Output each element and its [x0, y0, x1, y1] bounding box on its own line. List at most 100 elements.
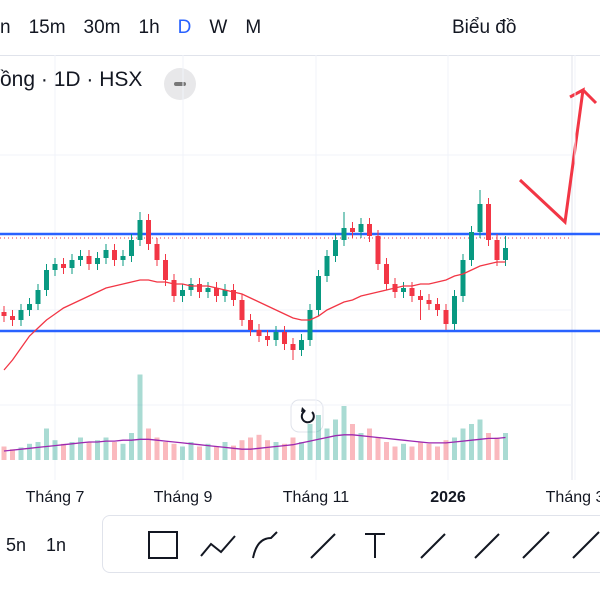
volume-bar: [197, 446, 202, 460]
candle-body: [443, 310, 449, 324]
volume-bar: [494, 437, 500, 460]
candle-body: [214, 288, 219, 296]
candle-body: [299, 340, 304, 350]
interval-button[interactable]: M: [245, 16, 262, 38]
volume-bar: [120, 443, 126, 460]
volume-bar: [1, 446, 7, 460]
volume-bar: [163, 442, 168, 460]
candle-body: [384, 264, 389, 284]
time-label: Tháng 11: [283, 489, 350, 506]
volume-bar: [44, 428, 49, 460]
volume-bar: [452, 437, 457, 460]
time-label: Tháng 9: [154, 489, 213, 506]
volume-bar: [52, 440, 58, 460]
text-tool[interactable]: [365, 533, 385, 558]
candle-body: [350, 228, 355, 232]
candle-body: [103, 250, 109, 258]
bottom-bar: 5n 1n: [0, 515, 600, 573]
volume-bar: [460, 428, 466, 460]
brush-tool[interactable]: [252, 531, 278, 559]
candle-body: [10, 316, 15, 320]
candle-body: [188, 284, 194, 290]
volume-bar: [222, 442, 228, 460]
interval-button[interactable]: W: [209, 16, 228, 38]
interval-button[interactable]: 30m: [83, 16, 121, 38]
candle-body: [137, 220, 143, 240]
volume-bar: [180, 446, 185, 460]
info-line-tool[interactable]: [572, 531, 600, 559]
volume-bar: [69, 442, 75, 460]
volume-bar: [341, 406, 347, 460]
volume-bar: [333, 419, 338, 460]
interval-button[interactable]: D: [177, 16, 192, 38]
volume-bar: [324, 428, 330, 460]
candle-body: [44, 270, 49, 290]
candle-body: [27, 304, 32, 310]
volume-bar: [299, 442, 304, 460]
candle-body: [129, 240, 134, 256]
candle-body: [265, 336, 270, 340]
arrow-tool[interactable]: [310, 533, 336, 559]
candle-body: [18, 310, 24, 320]
candle-body: [1, 312, 7, 316]
candle-body: [307, 310, 313, 340]
volume-bar: [307, 424, 313, 460]
volume-bar: [503, 433, 508, 460]
range-button[interactable]: 5n: [6, 535, 27, 555]
candle-body: [35, 290, 41, 304]
tool-icons: [148, 531, 600, 559]
volume-bar: [273, 442, 279, 460]
symbol-title: ồng · 1D · HSX: [0, 68, 143, 91]
ray-tool[interactable]: [420, 533, 446, 559]
collapse-button[interactable]: [164, 68, 196, 100]
volume-bar: [384, 442, 389, 460]
volume-bar: [418, 442, 423, 460]
candle-body: [61, 264, 66, 268]
trend-line-tool[interactable]: [522, 531, 550, 559]
volume-bar: [409, 446, 415, 460]
volume-bar: [443, 440, 449, 460]
reset-button[interactable]: [290, 399, 324, 433]
range-button[interactable]: 1n: [46, 535, 67, 555]
volume-bar: [316, 415, 321, 460]
volume-bar: [265, 440, 270, 460]
volume-bar: [86, 442, 92, 460]
volume-bar: [367, 428, 372, 460]
candle-body: [239, 300, 245, 320]
candle-body: [358, 224, 364, 232]
interval-button[interactable]: 15m: [28, 16, 66, 38]
volume-bar: [129, 433, 134, 460]
time-label: 2026: [430, 489, 466, 506]
candle-body: [401, 288, 406, 292]
candle-body: [120, 256, 126, 260]
volume-bar: [469, 424, 474, 460]
candle-body: [333, 240, 338, 256]
volume-bar: [350, 424, 355, 460]
candle-body: [469, 232, 474, 260]
chart-type-menu[interactable]: Biểu đồ: [452, 16, 517, 38]
candle-body: [503, 248, 508, 260]
rect-tool[interactable]: [148, 531, 178, 559]
volume-bar: [27, 443, 32, 460]
extended-line-tool[interactable]: [474, 533, 500, 559]
volume-bar: [358, 433, 364, 460]
candle-body: [460, 260, 466, 296]
candle-body: [375, 236, 381, 264]
candle-body: [316, 276, 321, 310]
path-tool[interactable]: [200, 535, 236, 557]
volume-bar: [290, 437, 296, 460]
ma-line: [3, 261, 506, 371]
volume-bar: [10, 449, 15, 460]
volume-bar: [486, 433, 491, 460]
interval-button[interactable]: 1h: [138, 16, 160, 38]
candle-body: [282, 332, 287, 344]
interval-button[interactable]: n: [0, 16, 11, 38]
volume-bar: [95, 440, 100, 460]
candle-body: [112, 250, 117, 260]
volume-bar: [154, 437, 160, 460]
candle-body: [86, 256, 92, 264]
candle-body: [435, 304, 440, 310]
candle-body: [367, 224, 372, 236]
volume-bar: [205, 443, 211, 460]
